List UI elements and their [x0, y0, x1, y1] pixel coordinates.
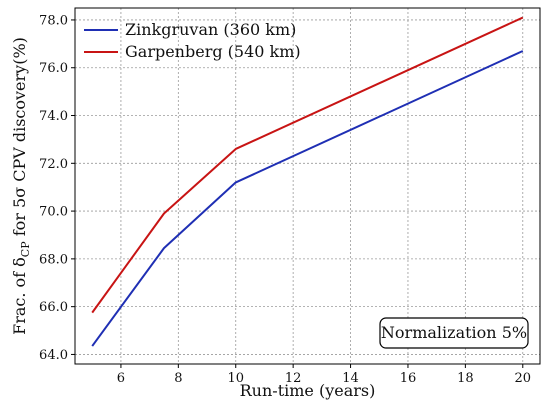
y-tick-label: 78.0 — [39, 13, 68, 28]
series-line-garpenberg — [91, 16, 524, 314]
x-tick-label: 12 — [285, 371, 302, 386]
y-tick-label: 66.0 — [39, 300, 68, 315]
plot-frame — [74, 7, 541, 365]
series-lines — [91, 16, 524, 347]
x-tick-label: 18 — [457, 371, 474, 386]
y-axis-label-suffix: for 5σ CPV discovery(%) — [10, 37, 29, 241]
x-tick-label: 10 — [227, 371, 244, 386]
x-tick-label: 14 — [342, 371, 359, 386]
y-tick-label: 72.0 — [39, 157, 68, 172]
y-tick-label: 64.0 — [39, 348, 68, 363]
annotation-frame — [379, 317, 529, 349]
series-line-zinkgruvan — [91, 50, 524, 347]
legend-label-zinkgruvan: Zinkgruvan (360 km) — [125, 20, 296, 39]
annotation-label: Normalization 5% — [381, 323, 527, 342]
y-tick-label: 70.0 — [39, 205, 68, 220]
x-axis-label: Run-time (years) — [240, 381, 376, 400]
legend-label-garpenberg: Garpenberg (540 km) — [125, 42, 301, 61]
normalization-annotation: Normalization 5% — [379, 317, 529, 349]
x-tick-label: 8 — [174, 371, 182, 386]
y-axis-label: Frac. of δCP for 5σ CPV discovery(%) — [10, 37, 32, 335]
y-axis-label-subscript: CP — [19, 241, 32, 257]
y-tick-label: 68.0 — [39, 252, 68, 267]
x-tick-label: 16 — [400, 371, 417, 386]
legend: Zinkgruvan (360 km) Garpenberg (540 km) — [84, 20, 301, 61]
x-tick-label: 6 — [117, 371, 125, 386]
y-axis-label-prefix: Frac. of δ — [10, 257, 29, 335]
y-tick-label: 76.0 — [39, 61, 68, 76]
axis-ticks: 6 8 10 12 14 16 18 20 64.0 66.0 68.0 70.0 72.0 74.0 76… — [39, 13, 531, 386]
y-tick-label: 74.0 — [39, 109, 68, 124]
grid — [75, 8, 540, 364]
x-tick-label: 20 — [515, 371, 532, 386]
